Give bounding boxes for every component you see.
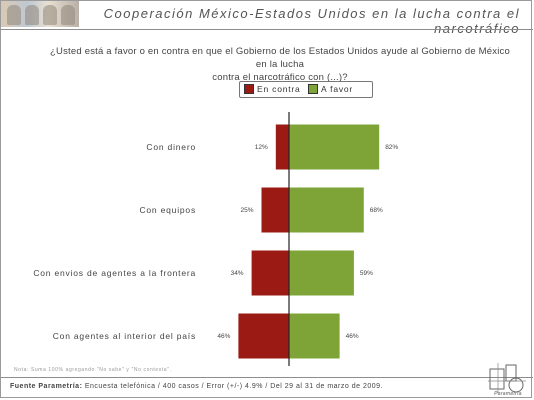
logo-wordmark: Parametría xyxy=(494,391,522,397)
category-label: Con equipos xyxy=(139,205,196,215)
parametria-logo xyxy=(488,363,526,393)
data-label-a-favor: 68% xyxy=(370,207,383,214)
data-label-en-contra: 25% xyxy=(240,207,253,214)
bar-a-favor xyxy=(289,187,364,233)
legend-label-a-favor: A favor xyxy=(321,84,354,94)
bar-en-contra xyxy=(251,250,289,296)
bar-en-contra xyxy=(261,187,289,233)
bar-en-contra xyxy=(275,124,289,170)
source-label: Fuente Parametría: xyxy=(10,383,83,390)
bar-a-favor xyxy=(289,124,380,170)
data-label-en-contra: 46% xyxy=(217,333,230,340)
bar-a-favor xyxy=(289,250,354,296)
header-photo xyxy=(1,1,79,27)
footnote: Nota: Suma 100% agregando "No sabe" y "N… xyxy=(14,367,172,373)
legend-label-en-contra: En contra xyxy=(257,84,301,94)
data-label-en-contra: 12% xyxy=(255,144,268,151)
bar-a-favor xyxy=(289,313,340,359)
survey-question: ¿Usted está a favor o en contra en que e… xyxy=(50,45,510,84)
bar-en-contra xyxy=(238,313,289,359)
title-divider xyxy=(1,29,533,30)
data-label-a-favor: 46% xyxy=(346,333,359,340)
footer-divider xyxy=(1,377,533,378)
source-text: Encuesta telefónica / 400 casos / Error … xyxy=(82,383,383,390)
question-line-1: ¿Usted está a favor o en contra en que e… xyxy=(50,46,510,70)
legend-swatch-a-favor xyxy=(308,84,318,94)
question-line-2: contra el narcotráfico con (...)? xyxy=(212,72,348,83)
data-label-a-favor: 82% xyxy=(385,144,398,151)
category-label: Con agentes al interior del país xyxy=(53,331,196,341)
page-title: Cooperación México-Estados Unidos en la … xyxy=(103,6,520,36)
legend-swatch-en-contra xyxy=(244,84,254,94)
category-label: Con envios de agentes a la frontera xyxy=(33,268,196,278)
data-label-a-favor: 59% xyxy=(360,270,373,277)
data-label-en-contra: 34% xyxy=(231,270,244,277)
category-label: Con dinero xyxy=(146,142,196,152)
chart-legend: En contra A favor xyxy=(239,81,373,98)
source-line: Fuente Parametría: Encuesta telefónica /… xyxy=(10,383,383,390)
